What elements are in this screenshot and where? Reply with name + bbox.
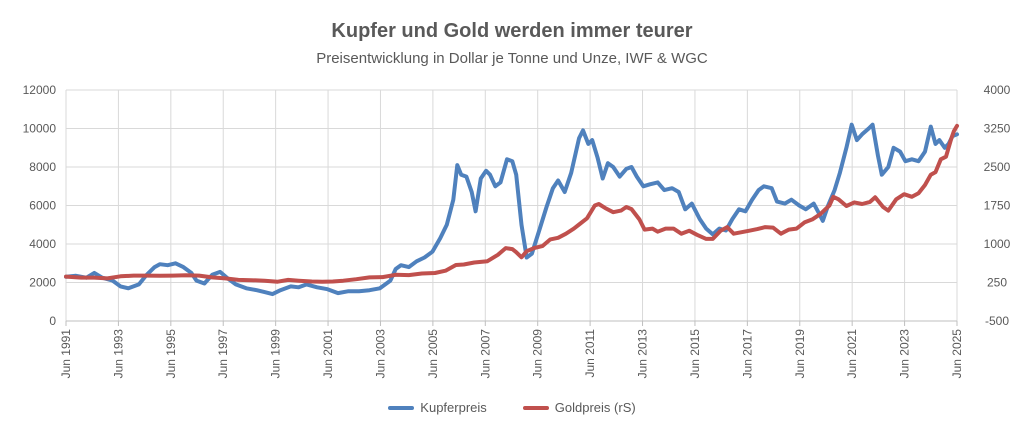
x-tick-label: Jun 2011 — [583, 329, 597, 378]
y-right-tick-label: 3250 — [984, 122, 1011, 136]
x-tick-label: Jun 2025 — [950, 329, 964, 379]
y-right-tick-label: 4000 — [984, 83, 1011, 97]
x-tick-label: Jun 2003 — [373, 329, 387, 379]
series-lines — [64, 122, 959, 297]
y-right-tick-label: 1750 — [984, 199, 1011, 213]
tick-labels: 0 2000 4000 6000 8000 10000 12000 -500 250 1000 17… — [23, 83, 1011, 378]
y-left-tick-label: 4000 — [29, 237, 56, 251]
legend-item-goldpreis: Goldpreis (rS) — [522, 400, 636, 415]
x-tick-label: Jun 1999 — [269, 329, 283, 379]
x-tick-label: Jun 1991 — [59, 329, 73, 379]
y-right-tick-label: 1000 — [984, 237, 1011, 251]
legend-item-kupferpreis: Kupferpreis — [388, 400, 487, 415]
gridlines — [65, 89, 958, 321]
x-tick-label: Jun 1993 — [111, 329, 125, 379]
y-left-tick-label: 6000 — [29, 199, 56, 213]
x-tick-label: Jun 2019 — [793, 329, 807, 379]
x-tick-label: Jun 2009 — [531, 329, 545, 379]
x-tick-label: Jun 1997 — [216, 329, 230, 379]
series-line-goldpreis — [64, 123, 959, 284]
y-right-tick-label: 250 — [987, 276, 1007, 290]
axes — [65, 320, 958, 326]
x-tick-label: Jun 2007 — [478, 329, 492, 379]
y-left-tick-label: 12000 — [23, 83, 57, 97]
legend-label-goldpreis: Goldpreis (rS) — [554, 400, 636, 415]
y-right-tick-label: -500 — [985, 314, 1009, 328]
x-tick-label: Jun 2021 — [845, 329, 859, 379]
chart-legend: Kupferpreis Goldpreis (rS) — [0, 400, 1024, 415]
y-left-tick-label: 8000 — [29, 160, 56, 174]
x-tick-label: Jun 2005 — [426, 329, 440, 379]
chart-title: Kupfer und Gold werden immer teurer — [331, 20, 693, 42]
x-tick-label: Jun 2015 — [688, 329, 702, 379]
chart-subtitle: Preisentwicklung in Dollar je Tonne und … — [316, 50, 708, 67]
legend-swatch-kupferpreis — [388, 405, 415, 410]
x-tick-label: Jun 2017 — [740, 329, 754, 379]
x-tick-label: Jun 2013 — [636, 329, 650, 379]
x-tick-label: Jun 2001 — [321, 329, 335, 379]
x-tick-label: Jun 2023 — [898, 329, 912, 379]
y-left-tick-label: 2000 — [29, 276, 56, 290]
series-line-kupferpreis — [64, 122, 959, 297]
y-right-tick-label: 2500 — [984, 160, 1011, 174]
y-left-tick-label: 0 — [49, 314, 56, 328]
x-tick-label: Jun 1995 — [164, 329, 178, 379]
legend-swatch-goldpreis — [522, 405, 549, 410]
y-left-tick-label: 10000 — [23, 122, 57, 136]
legend-label-kupferpreis: Kupferpreis — [420, 400, 487, 415]
